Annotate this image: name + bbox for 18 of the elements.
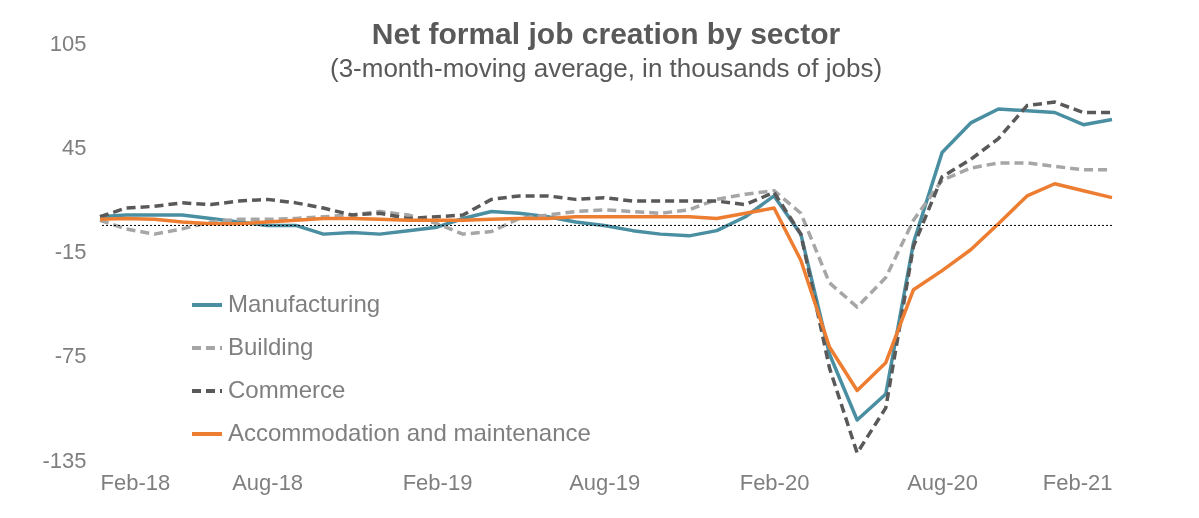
x-tick-label: Feb-21 [1042, 469, 1113, 495]
y-tick-label: -75 [54, 343, 87, 369]
x-tick-label: Feb-19 [402, 469, 473, 495]
legend-label: Building [228, 333, 314, 360]
y-tick-label: 105 [49, 30, 87, 56]
y-tick-label: -15 [54, 239, 87, 264]
y-tick-label: 45 [62, 134, 87, 160]
chart-subtitle: (3-month-moving average, in thousands of jobs) [329, 53, 883, 83]
chart-title: Net formal job creation by sector [371, 17, 841, 50]
x-tick-label: Aug-20 [907, 469, 979, 495]
x-tick-label: Feb-20 [739, 469, 810, 495]
x-tick-label: Feb-18 [100, 469, 171, 495]
y-tick-label: -135 [42, 447, 87, 473]
x-tick-label: Aug-18 [232, 469, 304, 495]
legend-label: Manufacturing [228, 290, 381, 317]
legend-label: Accommodation and maintenance [228, 419, 591, 446]
x-tick-label: Aug-19 [569, 469, 641, 495]
legend-label: Commerce [228, 376, 346, 403]
